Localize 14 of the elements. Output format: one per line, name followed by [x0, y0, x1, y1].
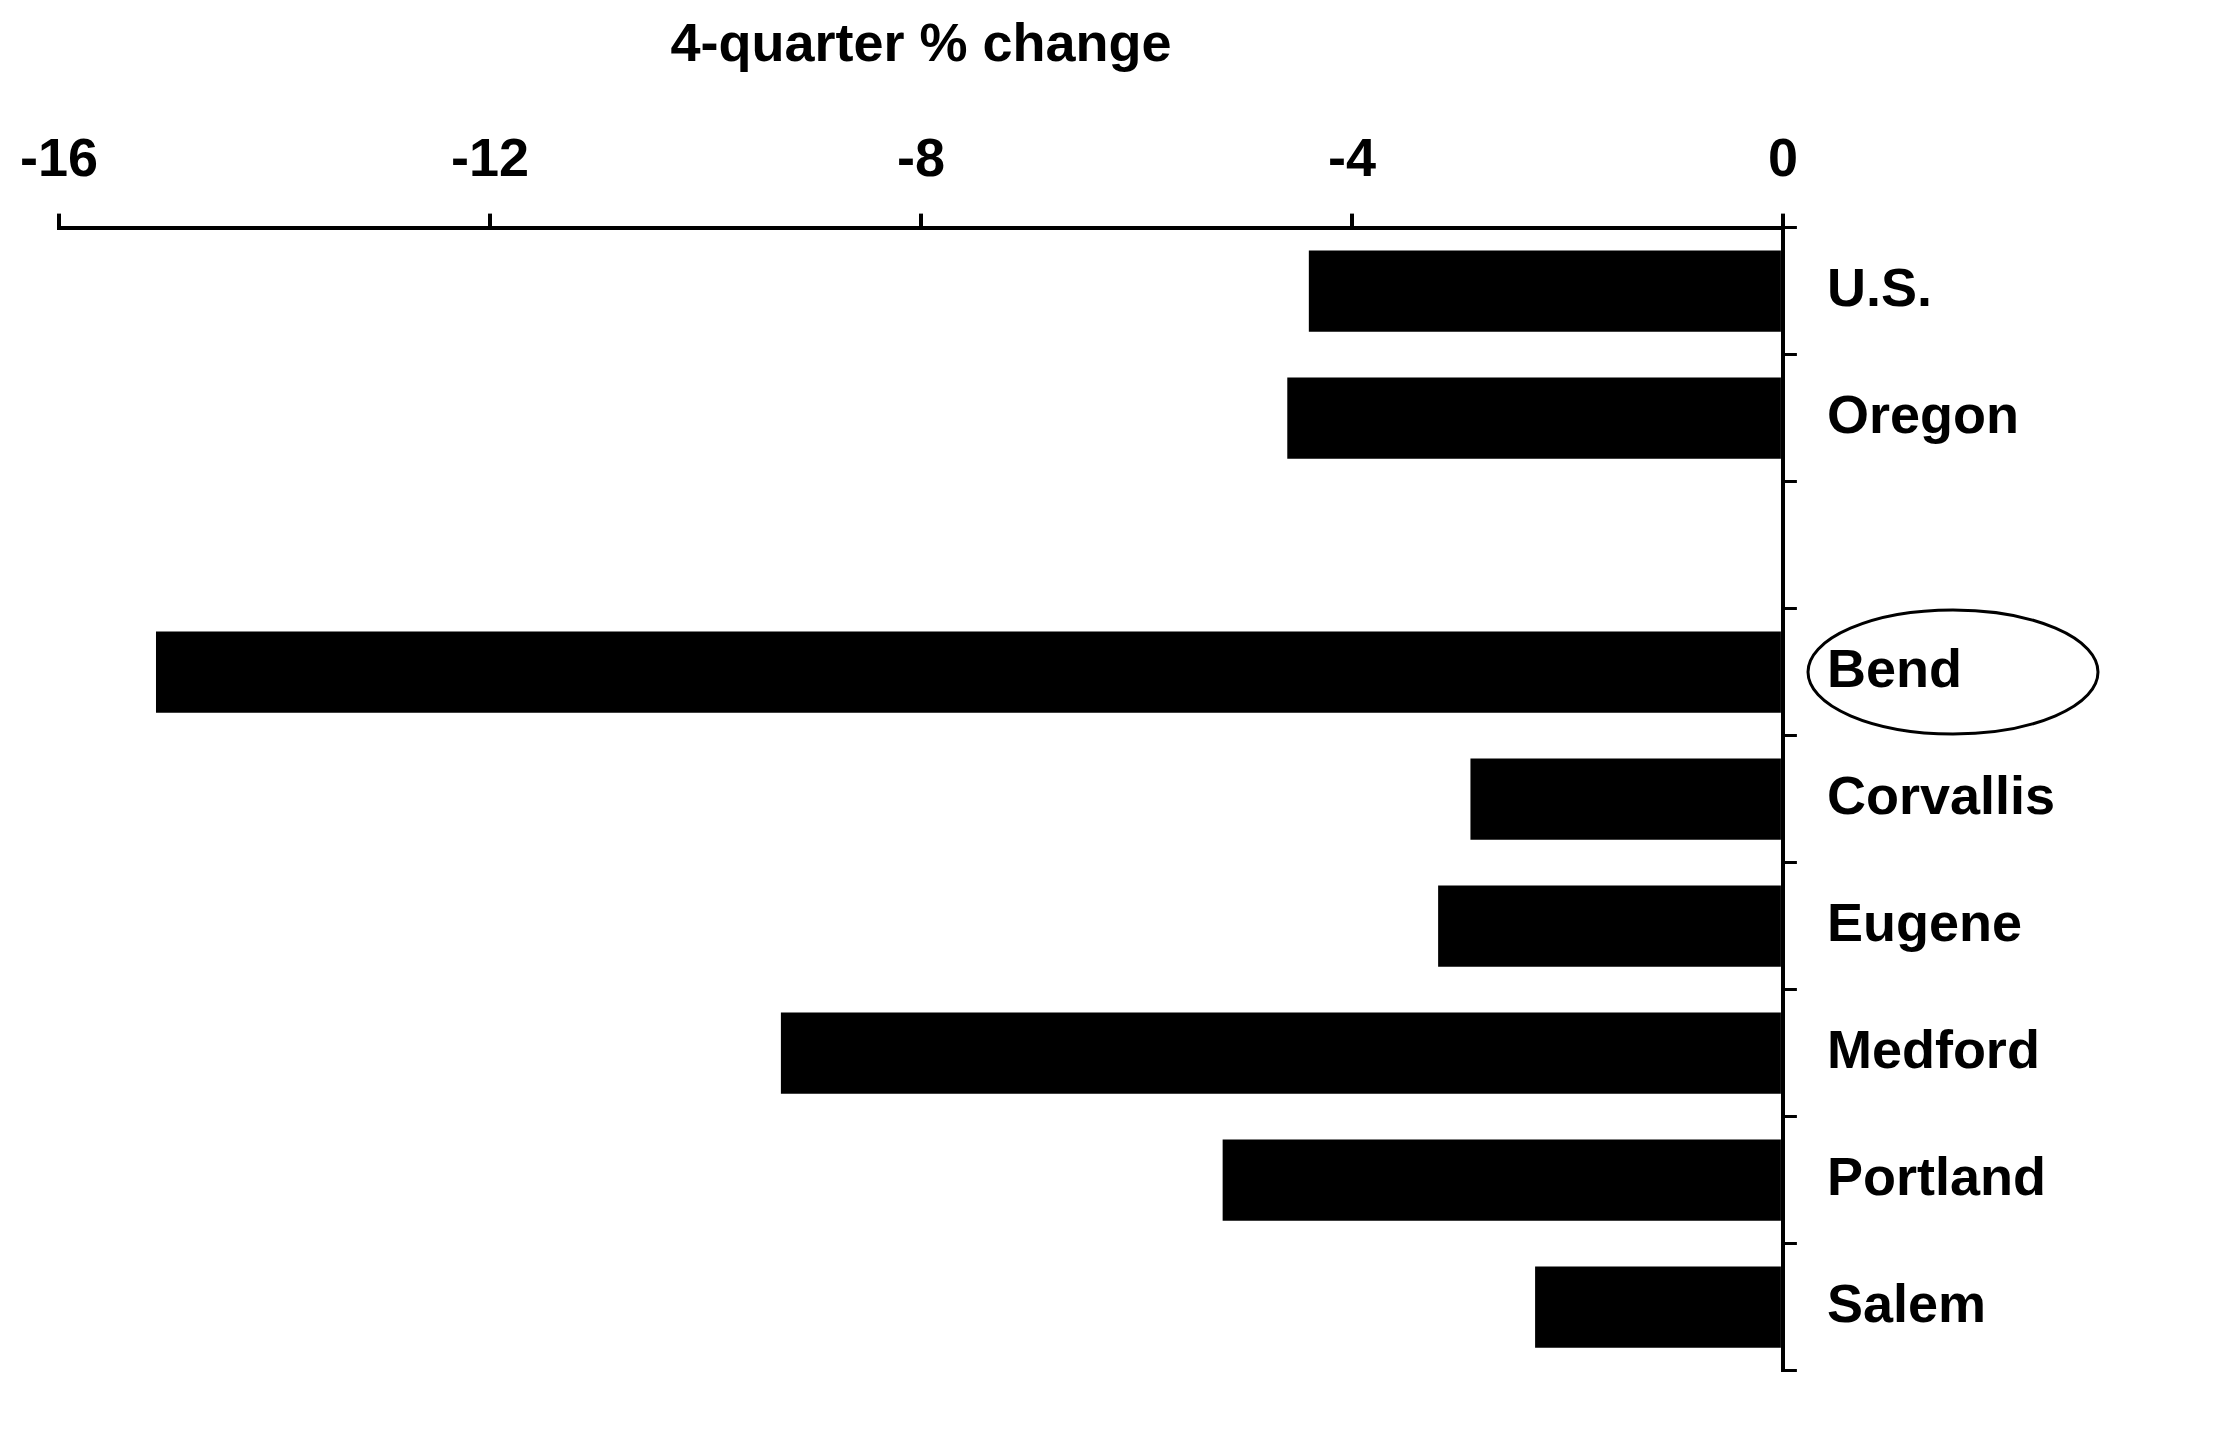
y-tick-label: Eugene	[1826, 891, 2022, 952]
y-tick-label: Medford	[1826, 1018, 2040, 1079]
x-tick-label: -8	[896, 127, 945, 188]
x-tick-label: 0	[1767, 127, 1798, 188]
x-tick-label: -16	[20, 127, 99, 188]
y-tick-label: Portland	[1826, 1145, 2046, 1206]
x-tick-label: -12	[450, 127, 530, 188]
y-tick-label: Salem	[1826, 1272, 1987, 1333]
x-tick-label: -4	[1327, 127, 1376, 188]
y-tick-label: U.S.	[1826, 256, 1932, 317]
x-axis-title: 4-quarter % change	[670, 12, 1172, 73]
y-tick-label: Oregon	[1826, 383, 2019, 444]
y-tick-label: Corvallis	[1826, 764, 2056, 825]
y-tick-label: Bend	[1826, 637, 1962, 698]
